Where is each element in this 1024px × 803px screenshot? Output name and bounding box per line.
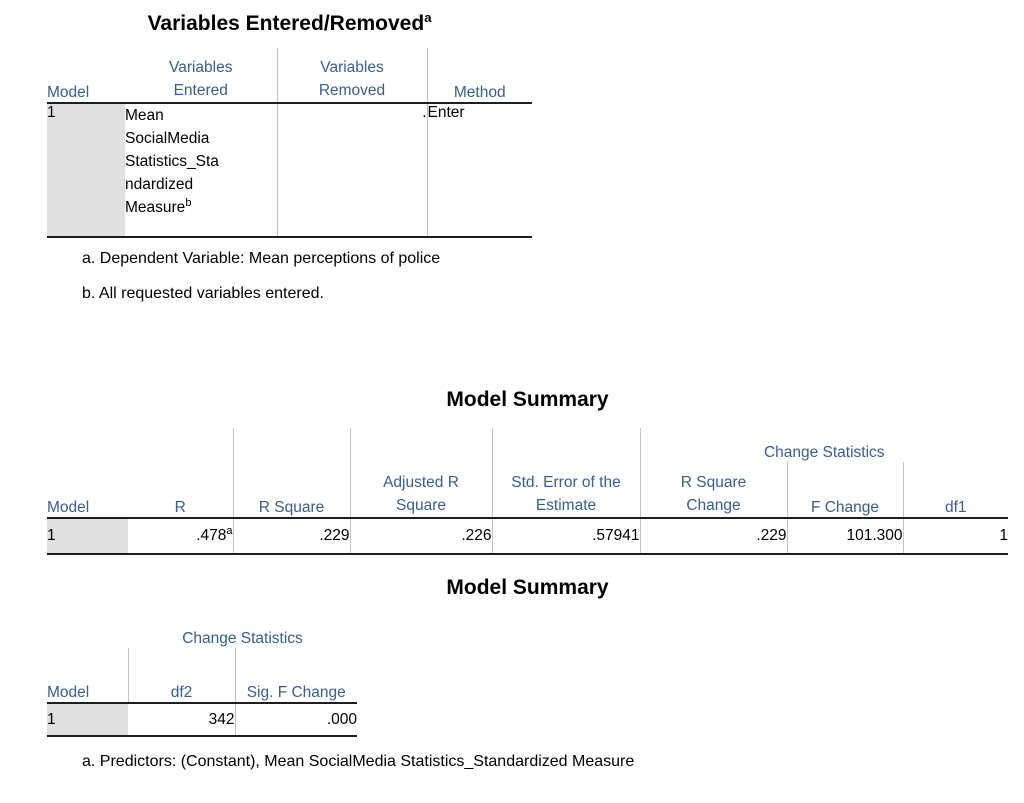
std-error-cell: .57941 (492, 518, 641, 555)
variables-removed-cell: . (277, 103, 428, 238)
model-summary-spanner-row: Change Statistics (47, 428, 1008, 462)
variables-table-title-text: Variables Entered/Removed (147, 12, 425, 35)
change-statistics-spanner: Change Statistics (763, 444, 885, 461)
model-summary-title-1: Model Summary (446, 388, 609, 411)
model-number-cell: 1 (47, 103, 125, 238)
col-header-adj-r-square: Adjusted R Square (350, 462, 493, 519)
spanner-spacer-std-error (492, 428, 641, 462)
spanner-spacer-r-square (233, 428, 351, 462)
variables-table-title-note: a (424, 10, 432, 25)
df2-cell: 342 (128, 703, 236, 737)
variables-table-data-row: 1 Mean SocialMedia Statistics_Sta ndardi… (47, 103, 532, 238)
col-header-std-error: Std. Error of the Estimate (492, 462, 641, 519)
r-square-change-cell: .229 (640, 518, 788, 555)
col-header-model: Model (47, 48, 125, 104)
col-header-df1: df1 (903, 462, 1008, 519)
model-summary-table-2: Change Statistics Model df2 Sig. F Chang… (47, 618, 357, 737)
variables-table-header-row: Model Variables Entered Variables Remove… (47, 48, 532, 104)
spanner-spacer-model-2 (47, 618, 128, 648)
f-change-cell: 101.300 (787, 518, 904, 555)
r-value-cell: .478a (128, 518, 234, 555)
method-cell: Enter (427, 103, 532, 238)
model-summary-2-header-row: Model df2 Sig. F Change (47, 648, 357, 704)
model-summary-header-row: Model R R Square Adjusted R Square Std. … (47, 462, 1008, 519)
col-header-method: Method (427, 48, 532, 104)
variables-entered-removed-table: Model Variables Entered Variables Remove… (47, 48, 532, 238)
col-header-r: R (128, 462, 234, 519)
col-header-df2: df2 (128, 648, 236, 704)
col-header-f-change: F Change (787, 462, 904, 519)
model-summary-title-2: Model Summary (446, 576, 609, 599)
adj-r-square-cell: .226 (350, 518, 493, 555)
spanner-spacer-adj-r-square (350, 428, 493, 462)
footnote-all-variables-entered: b. All requested variables entered. (82, 285, 324, 302)
r-square-cell: .229 (233, 518, 351, 555)
spanner-spacer-r (128, 428, 234, 462)
change-statistics-spanner-2: Change Statistics (182, 630, 303, 647)
col-header-r-square: R Square (233, 462, 351, 519)
model-number-cell-2: 1 (47, 518, 128, 555)
sig-f-change-cell: .000 (235, 703, 357, 737)
r-value: .478 (196, 527, 227, 544)
footnote-dependent-variable: a. Dependent Variable: Mean perceptions … (82, 250, 441, 267)
r-value-note: a (226, 524, 233, 537)
model-summary-2-data-row: 1 342 .000 (47, 703, 357, 737)
model-summary-2-spanner-row: Change Statistics (47, 618, 357, 648)
df1-cell: 1 (903, 518, 1008, 555)
footnote-predictors: a. Predictors: (Constant), Mean SocialMe… (82, 753, 635, 770)
col-header-model-2: Model (47, 462, 128, 519)
spanner-spacer-model (47, 428, 128, 462)
col-header-r-square-change: R Square Change (640, 462, 788, 519)
variables-entered-cell: Mean SocialMedia Statistics_Sta ndardize… (125, 103, 278, 238)
variables-entered-text: Mean SocialMedia Statistics_Sta ndardize… (125, 107, 219, 216)
variables-entered-note: b (185, 196, 192, 209)
col-header-sig-f-change: Sig. F Change (235, 648, 357, 704)
variables-table-title: Variables Entered/Removeda (47, 6, 532, 36)
col-header-variables-entered: Variables Entered (125, 48, 278, 104)
model-number-cell-3: 1 (47, 703, 128, 737)
model-summary-data-row: 1 .478a .229 .226 .57941 .229 101.300 1 (47, 518, 1008, 555)
model-summary-table-1: Change Statistics Model R R Square Adjus… (47, 428, 1008, 555)
col-header-variables-removed: Variables Removed (277, 48, 428, 104)
col-header-model-3: Model (47, 648, 129, 704)
